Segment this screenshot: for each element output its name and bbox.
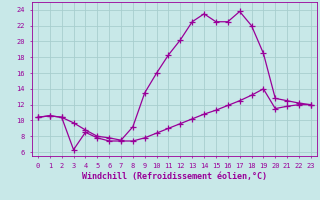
X-axis label: Windchill (Refroidissement éolien,°C): Windchill (Refroidissement éolien,°C) [82,172,267,181]
